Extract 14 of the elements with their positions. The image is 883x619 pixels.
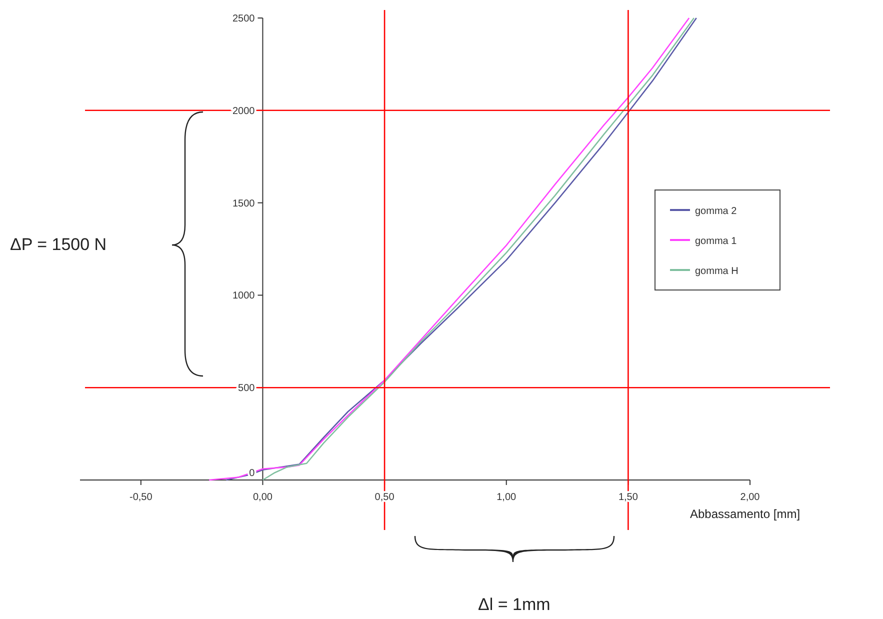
annotation: ΔP = 1500 N bbox=[10, 235, 107, 254]
y-tick-label: 0 bbox=[249, 468, 256, 479]
legend-label: gomma 1 bbox=[695, 236, 738, 247]
y-tick-label: 1500 bbox=[232, 198, 256, 210]
legend-label: gomma 2 bbox=[695, 206, 738, 217]
y-tick-label: 1000 bbox=[232, 290, 256, 302]
x-tick-label: 2,00 bbox=[740, 492, 760, 503]
x-axis-title: Abbassamento [mm] bbox=[690, 507, 800, 521]
text: Δl = 1mm bbox=[478, 595, 550, 614]
legend-label: gomma H bbox=[695, 266, 738, 277]
x-tick-label: 1,00 bbox=[496, 492, 517, 503]
y-tick-label: 2500 bbox=[232, 14, 256, 24]
x-tick-label: 0,00 bbox=[252, 492, 273, 503]
x-tick-label: -0,50 bbox=[130, 492, 153, 503]
